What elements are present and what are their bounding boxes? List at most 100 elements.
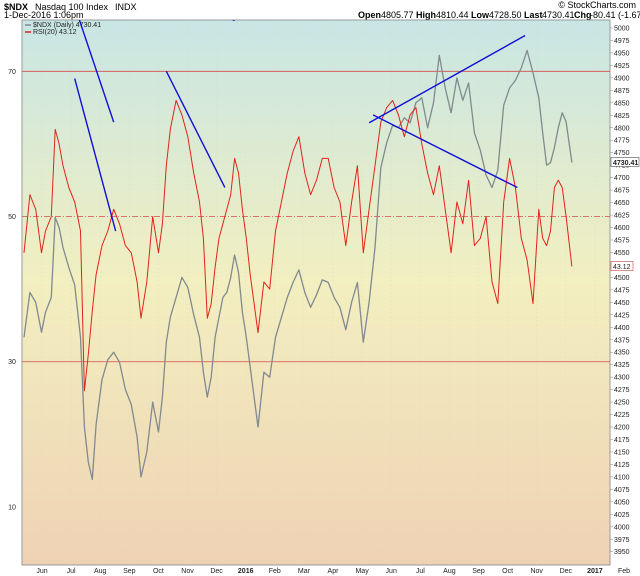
price-tick-label: 4075 xyxy=(614,487,630,494)
series-group xyxy=(23,49,573,481)
x-tick-label: 2017 xyxy=(587,568,603,575)
rsi-tick-label: 10 xyxy=(8,504,16,511)
price-last-callout: 4730.41 xyxy=(610,157,640,167)
price-tick-label: 4225 xyxy=(614,412,630,419)
trend-line xyxy=(368,34,526,124)
price-axis: 3950 3975 4000 4025 4050 4075 4100 4125 4150 4175… xyxy=(610,26,630,556)
price-tick-label: 4550 xyxy=(614,250,630,257)
price-series-line xyxy=(23,49,573,481)
price-tick-label: 4325 xyxy=(614,362,630,369)
last-label: Last xyxy=(524,10,543,20)
price-tick-label: 4275 xyxy=(614,387,630,394)
x-tick-label: Feb xyxy=(618,568,630,575)
price-tick-label: 4650 xyxy=(614,200,630,207)
trend-line xyxy=(231,20,235,22)
open-label: Open xyxy=(358,10,381,20)
index-name: Nasdaq 100 Index xyxy=(35,2,109,12)
exchange-label: INDX xyxy=(115,2,137,12)
date-label: 1-Dec-2016 1:06pm xyxy=(4,10,84,20)
price-tick-label: 4400 xyxy=(614,325,630,332)
x-tick-label: Jun xyxy=(36,568,47,575)
x-tick-label: Oct xyxy=(502,568,513,575)
x-tick-label: Oct xyxy=(153,568,164,575)
x-tick-label: Sep xyxy=(472,568,485,575)
rsi-last-value: 43.12 xyxy=(613,264,631,271)
trend-lines xyxy=(74,20,526,232)
legend: $NDX (Daily) 4730.41 RSI(20) 43.12 xyxy=(25,22,101,36)
price-tick-label: 3950 xyxy=(614,549,630,556)
rsi-tick-label: 30 xyxy=(8,359,16,366)
price-tick-label: 4025 xyxy=(614,512,630,519)
price-tick-label: 4600 xyxy=(614,225,630,232)
price-tick-label: 5000 xyxy=(614,26,630,33)
price-tick-label: 4175 xyxy=(614,437,630,444)
price-tick-label: 4575 xyxy=(614,237,630,244)
price-tick-label: 4300 xyxy=(614,375,630,382)
x-tick-label: Jul xyxy=(67,568,76,575)
price-tick-label: 4100 xyxy=(614,474,630,481)
price-tick-label: 4500 xyxy=(614,275,630,282)
price-tick-label: 4800 xyxy=(614,125,630,132)
price-tick-label: 4950 xyxy=(614,50,630,57)
x-tick-label: Apr xyxy=(328,568,340,575)
x-tick-label: Sep xyxy=(123,568,136,575)
price-tick-label: 4675 xyxy=(614,188,630,195)
plot-background xyxy=(21,19,611,566)
rsi-last-callout: 43.12 xyxy=(610,261,634,271)
time-axis: Jun Jul Aug Sep Oct Nov Dec 2016 Feb Mar Apr May Jun… xyxy=(36,568,630,575)
trend-line xyxy=(78,20,115,123)
price-tick-label: 4250 xyxy=(614,400,630,407)
chg-label: Chg xyxy=(574,10,592,20)
price-tick-label: 4125 xyxy=(614,462,630,469)
price-last-value: 4730.41 xyxy=(613,160,638,167)
low-value: 4728.50 xyxy=(489,10,522,20)
price-tick-label: 4350 xyxy=(614,350,630,357)
open-value: 4805.77 xyxy=(381,10,414,20)
high-label: High xyxy=(416,10,436,20)
x-tick-label: Nov xyxy=(530,568,543,575)
price-tick-label: 4050 xyxy=(614,499,630,506)
price-tick-label: 4475 xyxy=(614,287,630,294)
price-tick-label: 4150 xyxy=(614,449,630,456)
rsi-series-line xyxy=(23,99,573,392)
low-label: Low xyxy=(471,10,490,20)
price-tick-label: 4450 xyxy=(614,300,630,307)
chg-value: -80.41 (-1.67%) xyxy=(590,10,640,20)
last-value: 4730.41 xyxy=(542,10,575,20)
gridlines xyxy=(41,20,596,565)
trend-line xyxy=(372,114,518,189)
price-tick-label: 4925 xyxy=(614,63,630,70)
price-tick-label: 4625 xyxy=(614,213,630,220)
rsi-axis: 1030507090 xyxy=(8,69,16,512)
chart-header: $NDX Nasdaq 100 Index INDX 1-Dec-2016 1:… xyxy=(4,0,640,20)
x-tick-label: Dec xyxy=(560,568,573,575)
x-tick-label: Nov xyxy=(181,568,194,575)
symbol-label: $NDX xyxy=(4,2,28,12)
price-tick-label: 4200 xyxy=(614,425,630,432)
price-tick-label: 4375 xyxy=(614,337,630,344)
legend-rsi-label: RSI(20) 43.12 xyxy=(33,29,77,36)
price-tick-label: 4425 xyxy=(614,312,630,319)
price-tick-label: 4975 xyxy=(614,38,630,45)
price-tick-label: 4850 xyxy=(614,100,630,107)
x-tick-label: Feb xyxy=(269,568,281,575)
x-tick-label: Mar xyxy=(298,568,311,575)
price-tick-label: 4000 xyxy=(614,524,630,531)
price-tick-label: 4875 xyxy=(614,88,630,95)
trend-line xyxy=(74,78,117,232)
trend-line xyxy=(165,71,226,188)
rsi-levels xyxy=(22,70,610,363)
x-tick-label: 2016 xyxy=(238,568,254,575)
x-tick-label: Jul xyxy=(416,568,425,575)
price-tick-label: 4825 xyxy=(614,113,630,120)
price-tick-label: 4750 xyxy=(614,150,630,157)
price-tick-label: 4700 xyxy=(614,175,630,182)
x-tick-label: Aug xyxy=(94,568,107,575)
price-tick-label: 4900 xyxy=(614,75,630,82)
price-tick-label: 3975 xyxy=(614,537,630,544)
stockcharts-credit: © StockCharts.com xyxy=(558,0,636,10)
x-tick-label: May xyxy=(355,568,369,575)
legend-price-label: $NDX (Daily) 4730.41 xyxy=(33,22,101,29)
x-tick-label: Dec xyxy=(210,568,223,575)
